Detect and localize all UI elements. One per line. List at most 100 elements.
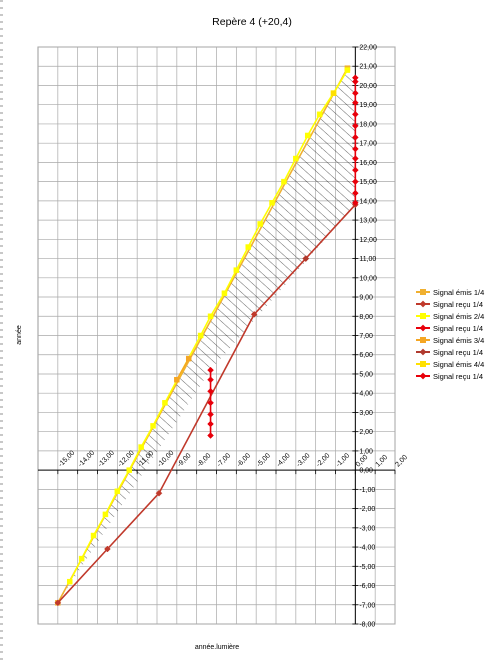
y-tick-label: -4,00: [359, 545, 375, 552]
data-point: [162, 400, 168, 406]
data-point: [351, 145, 359, 153]
y-tick-label: 6,00: [359, 352, 373, 359]
data-point: [245, 244, 251, 250]
legend-swatch: [416, 300, 430, 308]
y-tick-label: -7,00: [359, 602, 375, 609]
data-point: [281, 178, 287, 185]
data-point: [66, 578, 73, 585]
y-tick-label: -2,00: [359, 506, 375, 513]
y-tick-label: 5,00: [359, 371, 373, 378]
data-point: [104, 545, 111, 553]
legend-marker: [420, 337, 426, 343]
data-point: [150, 423, 156, 429]
legend-swatch: [416, 372, 430, 380]
data-point: [233, 267, 240, 273]
y-tick-label: 1,00: [359, 448, 373, 455]
data-point: [344, 67, 351, 73]
data-point: [330, 90, 337, 96]
y-tick-label: 2,00: [359, 429, 373, 436]
y-tick-label: 7,00: [359, 333, 373, 340]
series-line: [176, 358, 190, 381]
data-point: [316, 111, 323, 118]
chart-title: Repère 4 (+20,4): [212, 16, 292, 28]
legend-label: Signal reçu 1/4: [433, 323, 484, 333]
data-point: [114, 488, 121, 495]
x-tick-label: -4,00: [275, 452, 291, 468]
x-tick-label: -3,00: [295, 452, 311, 468]
y-axis-label: année: [16, 325, 23, 345]
data-point: [351, 99, 359, 107]
y-tick-label: 20,00: [359, 83, 377, 90]
x-axis-label: année.lumière: [195, 644, 239, 651]
data-point: [257, 221, 263, 227]
data-point: [302, 255, 310, 262]
data-point: [293, 155, 299, 162]
legend-label: Signal reçu 1/4: [433, 371, 484, 381]
data-point: [351, 74, 359, 82]
legend-label: Signal émis 3/4: [433, 335, 485, 345]
legend-item: Signal émis 3/4: [416, 334, 484, 346]
data-point: [351, 189, 359, 197]
data-point: [351, 89, 359, 97]
legend-label: Signal émis 1/4: [433, 287, 485, 297]
x-tick-label: -8,00: [196, 452, 212, 468]
data-point: [351, 166, 359, 174]
data-point: [207, 411, 214, 418]
series-line: [69, 69, 349, 583]
y-tick-label: -3,00: [359, 525, 375, 532]
data-point: [269, 200, 275, 206]
y-tick-label: 4,00: [359, 391, 373, 398]
x-tick-label: -15,00: [57, 449, 76, 468]
y-tick-label: -8,00: [359, 622, 375, 629]
legend-marker: [419, 300, 427, 308]
data-point: [54, 599, 62, 607]
legend-item: Signal émis 2/4: [416, 310, 484, 322]
legend-swatch: [416, 360, 430, 368]
data-point: [351, 122, 359, 130]
chart-legend: Signal émis 1/4 Signal reçu 1/4 Signal émi…: [416, 286, 484, 382]
legend-item: Signal reçu 1/4: [416, 346, 484, 358]
legend-label: Signal émis 4/4: [433, 359, 485, 369]
y-tick-label: 19,00: [359, 102, 377, 109]
data-point: [351, 78, 359, 85]
x-tick-label: 0,00: [355, 454, 370, 469]
y-tick-label: 22,00: [359, 45, 377, 52]
legend-item: Signal reçu 1/4: [416, 322, 484, 334]
x-tick-label: -6,00: [236, 452, 252, 468]
y-tick-label: 15,00: [359, 179, 377, 186]
legend-marker: [419, 348, 427, 356]
data-point: [351, 178, 359, 185]
data-point: [185, 355, 192, 362]
y-tick-label: 8,00: [359, 314, 373, 321]
y-tick-label: 3,00: [359, 410, 373, 417]
data-point: [221, 290, 228, 296]
data-point: [351, 155, 359, 162]
x-tick-label: -1,00: [335, 452, 351, 468]
y-tick-label: 16,00: [359, 160, 377, 167]
y-tick-label: 13,00: [359, 218, 377, 225]
data-point: [207, 313, 214, 320]
data-point: [351, 110, 359, 118]
data-point: [138, 444, 144, 450]
legend-item: Signal reçu 1/4: [416, 298, 484, 310]
legend-swatch: [416, 336, 430, 344]
data-point: [78, 555, 85, 562]
y-tick-label: -6,00: [359, 583, 375, 590]
data-point: [304, 132, 311, 139]
data-point: [126, 467, 132, 473]
left-dashed-border: [0, 0, 3, 662]
y-tick-label: 0,00: [359, 468, 373, 475]
legend-marker: [419, 324, 427, 332]
legend-marker: [419, 372, 427, 380]
x-tick-label: -7,00: [216, 452, 232, 468]
legend-label: Signal émis 2/4: [433, 311, 485, 321]
legend-swatch: [416, 288, 430, 296]
data-point: [351, 199, 359, 207]
y-tick-label: 17,00: [359, 141, 377, 148]
data-point: [207, 376, 214, 384]
x-tick-label: -5,00: [256, 452, 272, 468]
series-line: [57, 204, 356, 604]
legend-swatch: [416, 324, 430, 332]
y-tick-label: 12,00: [359, 237, 377, 244]
